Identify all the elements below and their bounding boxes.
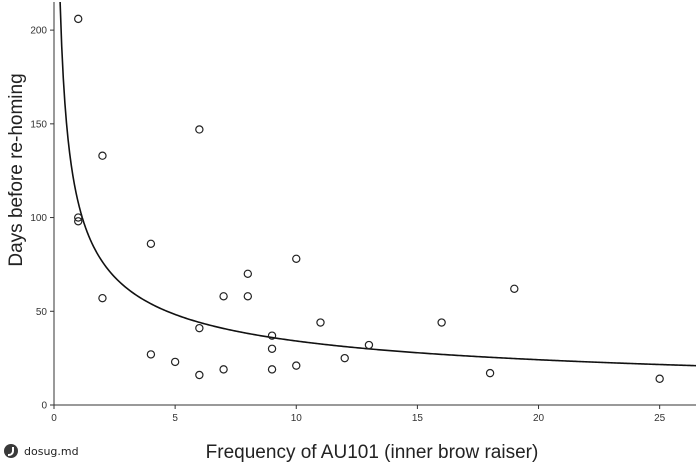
- data-point: [655, 374, 664, 383]
- y-tick-label: 100: [30, 213, 47, 224]
- x-tick-label: 5: [172, 413, 178, 424]
- data-point: [219, 365, 228, 374]
- x-tick-label: 10: [291, 413, 303, 424]
- data-point: [195, 370, 204, 380]
- data-point: [146, 239, 156, 248]
- chart-axes: 0 5 10 15 20 25 0 50 100 150 200: [30, 2, 696, 424]
- y-tick-label: 0: [41, 401, 47, 412]
- x-tick-label: 0: [51, 413, 57, 424]
- data-point: [364, 340, 374, 350]
- data-point: [316, 318, 325, 327]
- y-tick-label: 50: [36, 307, 48, 318]
- data-point: [510, 284, 519, 293]
- data-point: [292, 254, 301, 263]
- data-points: [74, 14, 664, 383]
- watermark: dosug.md: [0, 440, 86, 462]
- data-point: [267, 331, 277, 340]
- data-point: [267, 344, 277, 353]
- y-tick-label: 200: [30, 26, 47, 37]
- data-point: [292, 361, 301, 370]
- watermark-text: dosug.md: [24, 444, 79, 458]
- data-point: [146, 350, 156, 359]
- data-point: [74, 213, 83, 222]
- x-tick-label: 15: [412, 413, 424, 424]
- x-tick-label: 25: [654, 413, 666, 424]
- data-point: [74, 217, 83, 226]
- data-point: [74, 14, 83, 24]
- data-point: [243, 292, 253, 301]
- data-point: [485, 368, 495, 378]
- fit-curve-layer: [59, 1, 697, 367]
- data-point: [243, 269, 253, 278]
- data-point: [219, 292, 228, 301]
- y-axis-label: Days before re-homing: [6, 73, 27, 266]
- fit-curve: [59, 1, 697, 367]
- data-point: [437, 318, 446, 327]
- x-axis-label: Frequency of AU101 (inner brow raiser): [206, 442, 539, 463]
- data-point: [98, 293, 107, 303]
- y-tick-label: 150: [30, 119, 47, 130]
- data-point: [340, 353, 349, 363]
- data-point: [195, 323, 204, 333]
- x-tick-label: 20: [533, 413, 545, 424]
- data-point: [170, 357, 180, 367]
- data-point: [98, 151, 107, 160]
- data-point: [195, 125, 204, 134]
- data-point: [267, 365, 277, 374]
- logo-icon: [4, 444, 18, 458]
